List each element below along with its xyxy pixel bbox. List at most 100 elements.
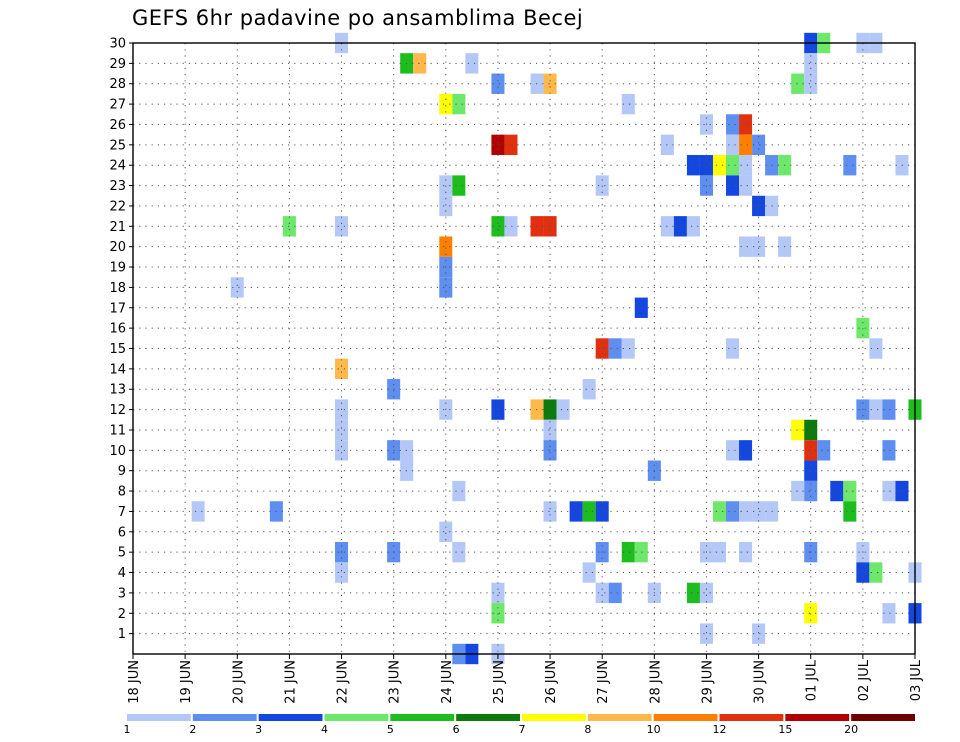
heatmap-cell [843, 501, 857, 522]
heatmap-cell [804, 480, 818, 502]
heatmap-cell [335, 216, 349, 237]
legend-label: 12 [713, 723, 727, 736]
legend-label: 7 [519, 723, 526, 736]
y-tick-label: 11 [109, 423, 126, 438]
heatmap-cell [712, 155, 727, 176]
y-tick-label: 7 [118, 505, 126, 520]
heatmap-cell [491, 134, 505, 156]
heatmap-cell [843, 480, 857, 502]
heatmap-cell [869, 338, 883, 359]
chart-title: GEFS 6hr padavine po ansamblima Becej [132, 6, 584, 30]
heatmap-cell [843, 155, 857, 176]
y-tick-label: 4 [118, 566, 126, 581]
legend-swatch [192, 714, 257, 721]
heatmap-cell [673, 216, 687, 237]
heatmap-cell [869, 399, 883, 420]
color-legend: 1 2 3 4 5 6 7 8 10 12 15 20 [124, 714, 915, 736]
legend-swatch [587, 714, 652, 721]
heatmap-cell [699, 155, 713, 176]
heatmap-cell [335, 358, 349, 380]
x-tick-label: 19 JUN [179, 660, 194, 704]
legend-label: 5 [387, 723, 394, 736]
heatmap-cell [752, 501, 766, 522]
legend-label: 20 [844, 723, 858, 736]
heatmap-cell [634, 297, 648, 318]
heatmap-cell [752, 623, 766, 644]
heatmap-cell [739, 501, 753, 522]
x-tick-label: 26 JUN [544, 660, 559, 704]
heatmap-cell [413, 53, 427, 74]
y-tick-label: 15 [109, 342, 126, 357]
heatmap-cell [595, 175, 609, 196]
y-tick-label: 19 [109, 261, 126, 276]
heatmap-cell [634, 541, 648, 563]
y-tick-label: 10 [109, 444, 126, 459]
heatmap-cell [191, 501, 205, 522]
x-tick-label: 02 JUL [857, 659, 872, 701]
heatmap-cell [856, 562, 870, 583]
y-tick-label: 25 [109, 138, 126, 153]
x-tick-label: 29 JUN [700, 660, 715, 704]
heatmap-cell [791, 419, 805, 441]
heatmap-cell [791, 480, 805, 502]
heatmap-cell [882, 440, 896, 461]
y-axis: 1234567891011121314151617181920212223242… [109, 37, 133, 642]
heatmap-cell [504, 216, 518, 237]
heatmap-cell [739, 134, 753, 156]
x-axis: 18 JUN 19 JUN 20 JUN 21 JUN 22 JUN 23 JUN 24 J… [127, 654, 924, 704]
y-tick-label: 28 [109, 77, 126, 92]
heatmap-cell [804, 440, 818, 461]
heatmap-cell [791, 73, 805, 94]
heatmap-cell [491, 603, 505, 624]
y-tick-label: 22 [109, 199, 126, 214]
heatmap-cell [830, 480, 844, 502]
heatmap-cell [712, 541, 727, 563]
heatmap-cell [543, 501, 557, 522]
y-tick-label: 5 [118, 546, 126, 561]
heatmap-cell [739, 175, 753, 196]
y-tick-label: 26 [109, 118, 126, 133]
heatmap-cell [543, 440, 557, 461]
heatmap-cell [582, 379, 596, 400]
heatmap-cell [556, 399, 570, 420]
legend-swatch [258, 714, 323, 721]
heatmap-cell [726, 114, 740, 135]
x-tick-label: 18 JUN [127, 660, 142, 704]
heatmap-cell [699, 623, 713, 644]
x-tick-label: 20 JUN [231, 660, 246, 704]
x-tick-label: 27 JUN [596, 660, 611, 704]
heatmap-cell [582, 501, 596, 522]
y-tick-label: 3 [118, 586, 126, 601]
heatmap-cell [452, 93, 466, 115]
heatmap-cell [491, 582, 505, 604]
legend-label: 3 [255, 723, 262, 736]
heatmap-cell [282, 216, 296, 237]
heatmap-cell [686, 155, 700, 176]
legend-label: 15 [778, 723, 792, 736]
heatmap-cell [569, 501, 583, 522]
heatmap-cell [595, 501, 609, 522]
heatmap-cell [230, 277, 244, 298]
heatmap-cell [726, 175, 740, 196]
grid-layer [132, 42, 916, 654]
heatmap-cell [699, 175, 713, 196]
heatmap-cell [335, 440, 349, 461]
legend-swatch [522, 714, 586, 721]
heatmap-cell [582, 562, 596, 583]
heatmap-cell [739, 114, 753, 135]
y-tick-label: 8 [118, 485, 126, 500]
legend-label: 6 [453, 723, 460, 736]
heatmap-cell [543, 419, 557, 441]
heatmap-cell [621, 93, 635, 115]
heatmap-cell [491, 216, 505, 237]
heatmap-cell [752, 195, 766, 217]
heatmap-cell [726, 155, 740, 176]
heatmap-cell [882, 399, 896, 420]
y-tick-label: 23 [109, 179, 126, 194]
heatmap-cell [621, 338, 635, 359]
legend-label: 4 [321, 723, 328, 736]
heatmap-cell [882, 603, 896, 624]
legend-swatch [324, 714, 389, 721]
y-tick-label: 6 [118, 525, 126, 540]
heatmap-cell [439, 175, 453, 196]
